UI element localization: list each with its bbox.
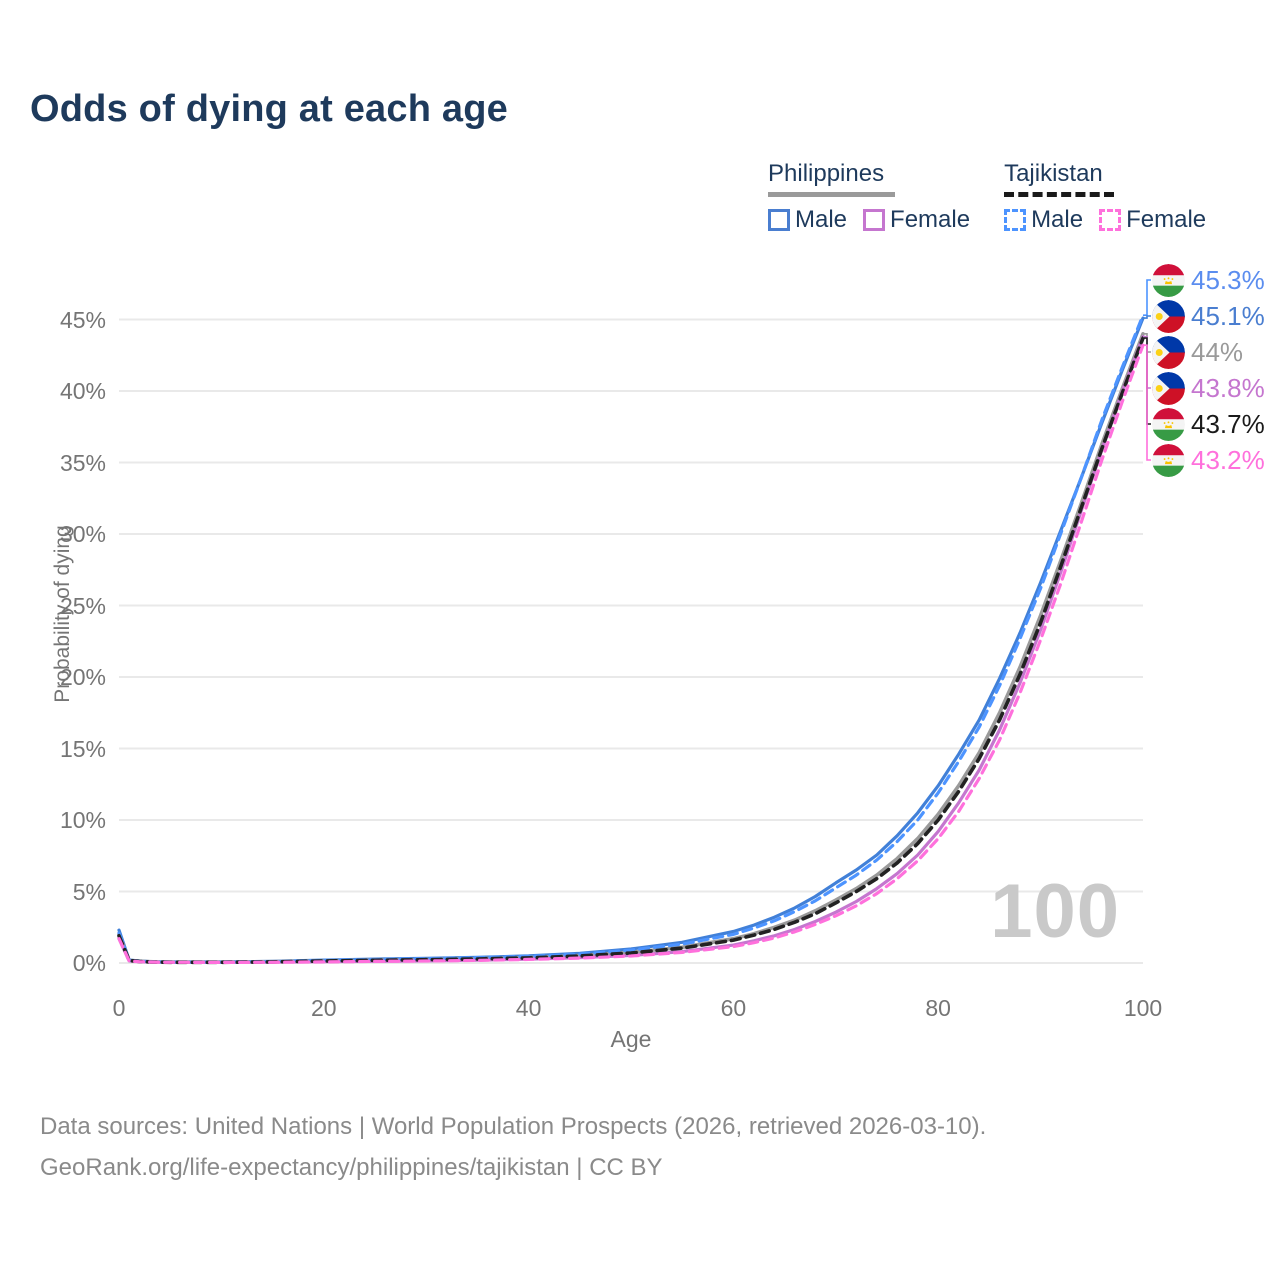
tajikistan-male-swatch-icon bbox=[1004, 209, 1027, 231]
tajikistan-female-swatch-icon bbox=[1099, 209, 1122, 231]
x-tick-80: 80 bbox=[925, 995, 951, 1021]
y-tick-10%: 10% bbox=[59, 807, 106, 833]
y-tick-15%: 15% bbox=[59, 735, 106, 762]
legend-label-female: Female bbox=[890, 206, 971, 233]
end-label-tajikistan-both-sexes[interactable]: 43.7% bbox=[1152, 406, 1265, 442]
philippines-male-swatch-icon bbox=[768, 209, 790, 231]
end-value: 45.3% bbox=[1191, 264, 1265, 295]
x-tick-20: 20 bbox=[311, 995, 337, 1021]
attribution-line: GeoRank.org/life-expectancy/philippines/… bbox=[40, 1154, 663, 1181]
y-tick-0%: 0% bbox=[72, 950, 106, 976]
series-line-philippines-male[interactable] bbox=[117, 316, 1145, 964]
legend-group-philippines: Philippines Male Female bbox=[768, 160, 970, 234]
series-line-tajikistan-male[interactable] bbox=[117, 313, 1145, 964]
x-tick-60: 60 bbox=[720, 995, 747, 1021]
philippines-female-swatch-icon bbox=[863, 209, 886, 231]
tajikistan-flag-icon bbox=[1152, 407, 1185, 441]
y-axis-title: Probability of dying bbox=[51, 525, 74, 703]
legend-country-philippines[interactable]: Philippines bbox=[768, 160, 895, 197]
y-tick-20%: 20% bbox=[59, 664, 106, 690]
end-value: 43.7% bbox=[1191, 408, 1265, 439]
legend-country-tajikistan[interactable]: Tajikistan bbox=[1004, 160, 1115, 197]
end-value: 45.1% bbox=[1191, 300, 1265, 331]
legend-label-male: Male bbox=[795, 206, 848, 233]
x-axis-title: Age bbox=[610, 1026, 652, 1052]
end-value: 44% bbox=[1191, 336, 1244, 367]
end-label-tajikistan-female[interactable]: 43.2% bbox=[1152, 442, 1265, 478]
y-tick-30%: 30% bbox=[59, 521, 106, 547]
philippines-flag-icon bbox=[1152, 299, 1185, 333]
legend-group-tajikistan: Tajikistan Male Female bbox=[1004, 160, 1206, 234]
tajikistan-flag-icon bbox=[1152, 443, 1185, 477]
tajikistan-flag-icon bbox=[1152, 263, 1185, 297]
footer: Data sources: United Nations | World Pop… bbox=[40, 1106, 986, 1188]
chart-title: Odds of dying at each age bbox=[30, 88, 508, 130]
end-label-connector bbox=[1143, 344, 1151, 461]
legend-label-male: Male bbox=[1031, 206, 1084, 233]
end-label-connector bbox=[1143, 315, 1151, 319]
end-label-philippines-male[interactable]: 45.1% bbox=[1152, 298, 1265, 334]
end-label-connector bbox=[1143, 279, 1151, 317]
legend-item-philippines-male[interactable]: Male bbox=[768, 206, 847, 234]
end-value: 43.8% bbox=[1191, 372, 1265, 403]
x-tick-100: 100 bbox=[1123, 995, 1163, 1021]
series-line-tajikistan-both-sexes[interactable] bbox=[117, 336, 1145, 965]
legend-item-philippines-female[interactable]: Female bbox=[863, 206, 970, 234]
end-label-tajikistan-male[interactable]: 45.3% bbox=[1152, 262, 1265, 298]
legend-label-female: Female bbox=[1126, 206, 1207, 233]
legend-item-tajikistan-female[interactable]: Female bbox=[1099, 206, 1206, 234]
legend: Philippines Male Female Tajikistan Male bbox=[768, 160, 1206, 234]
y-tick-35%: 35% bbox=[59, 449, 106, 476]
x-tick-0: 0 bbox=[112, 995, 126, 1021]
philippines-flag-icon bbox=[1152, 335, 1185, 369]
philippines-flag-icon bbox=[1152, 371, 1185, 405]
x-tick-40: 40 bbox=[515, 995, 542, 1021]
data-sources-line: Data sources: United Nations | World Pop… bbox=[40, 1113, 987, 1140]
end-label-philippines-both-sexes[interactable]: 44% bbox=[1152, 334, 1243, 370]
y-tick-40%: 40% bbox=[59, 378, 106, 404]
legend-item-tajikistan-male[interactable]: Male bbox=[1004, 206, 1083, 234]
end-label-philippines-female[interactable]: 43.8% bbox=[1152, 370, 1265, 406]
end-value: 43.2% bbox=[1191, 444, 1265, 475]
age-watermark: 100 bbox=[990, 869, 1120, 954]
y-tick-25%: 25% bbox=[59, 592, 106, 619]
y-tick-45%: 45% bbox=[59, 306, 106, 333]
series-line-tajikistan-female[interactable] bbox=[117, 343, 1145, 964]
y-tick-5%: 5% bbox=[72, 878, 106, 905]
